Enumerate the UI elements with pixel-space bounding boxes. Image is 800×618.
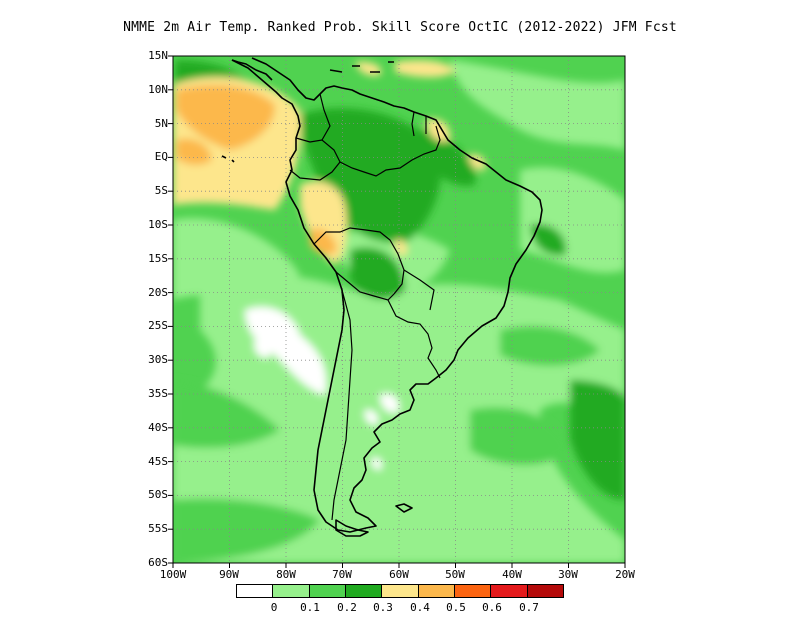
field-white-argentina [380, 393, 399, 413]
lon-label: 70W [332, 568, 352, 581]
field-dark-green-atl [530, 224, 566, 256]
field-green-patch-s [173, 498, 320, 563]
colorbar-cell [454, 585, 492, 597]
colorbar-label: 0.6 [482, 601, 502, 614]
lat-label: 45S [148, 455, 168, 468]
colorbar-cell [309, 585, 346, 597]
field-white-argentina-2 [364, 409, 379, 425]
field-orange-pacific [176, 85, 275, 150]
coastlines [221, 57, 543, 537]
country-borders [289, 93, 441, 521]
map-title: NMME 2m Air Temp. Ranked Prob. Skill Sco… [123, 20, 677, 35]
lat-label: 15N [148, 49, 168, 62]
field-dark-green-central [350, 247, 405, 299]
south-america-coast [231, 57, 543, 533]
colorbar-label: 0 [270, 601, 278, 614]
colorbar-label: 0.3 [373, 601, 393, 614]
lat-label: 55S [148, 522, 168, 535]
central-america [231, 59, 273, 81]
field-green-patch-e [500, 326, 600, 366]
field-white-pacific-2 [254, 339, 271, 358]
lat-label: 5S [154, 184, 168, 197]
caribbean-islands [329, 61, 394, 73]
colorbar-cell [491, 585, 528, 597]
colorbar-cell [527, 585, 563, 597]
lat-label: 25S [148, 319, 168, 332]
lat-label: 40S [148, 421, 168, 434]
colorbar-label: 0.2 [337, 601, 357, 614]
colorbar [236, 584, 564, 598]
falklands [395, 503, 413, 513]
field-yellow-ne [395, 60, 455, 78]
galapagos [221, 155, 235, 163]
field-light-green-north [450, 60, 625, 150]
lon-label: 80W [276, 568, 296, 581]
tick-marks [168, 55, 626, 568]
lon-label: 90W [219, 568, 239, 581]
colorbar-label: 0.1 [300, 601, 320, 614]
colorbar-label: 0.7 [519, 601, 539, 614]
lat-label: 20S [148, 286, 168, 299]
skill-field [173, 56, 625, 563]
field-orange-pacific-2 [176, 138, 212, 165]
field-yellow-bolivia [394, 239, 407, 256]
field-white-pacific [245, 306, 327, 395]
grid-lines [173, 56, 625, 563]
field-dark-green-ne [420, 130, 476, 186]
field-green-patch-se [470, 407, 570, 465]
field-white-south [371, 457, 383, 470]
colorbar-cell [382, 585, 419, 597]
tierra-del-fuego [335, 519, 369, 537]
colorbar-cell [273, 585, 310, 597]
colorbar-cell [237, 585, 274, 597]
lat-label: 50S [148, 488, 168, 501]
lat-label: EQ [154, 150, 168, 163]
lat-label: 30S [148, 353, 168, 366]
lat-label: 5N [154, 117, 168, 130]
colorbar-label: 0.4 [410, 601, 430, 614]
lat-label: 60S [148, 556, 168, 569]
lon-label: 60W [389, 568, 409, 581]
field-dark-green-se [570, 380, 625, 500]
lat-label: 10S [148, 218, 168, 231]
lon-label: 40W [502, 568, 522, 581]
colorbar-cell [345, 585, 383, 597]
lon-label: 50W [445, 568, 465, 581]
colorbar-label: 0.5 [446, 601, 466, 614]
lat-label: 15S [148, 252, 168, 265]
lon-label: 100W [159, 568, 187, 581]
lat-label: 35S [148, 387, 168, 400]
field-light-green-west [173, 218, 300, 300]
lat-label: 10N [148, 83, 168, 96]
colorbar-cell [418, 585, 455, 597]
lon-label: 20W [615, 568, 635, 581]
lon-label: 30W [558, 568, 578, 581]
field-green-patch-sw [173, 380, 280, 448]
